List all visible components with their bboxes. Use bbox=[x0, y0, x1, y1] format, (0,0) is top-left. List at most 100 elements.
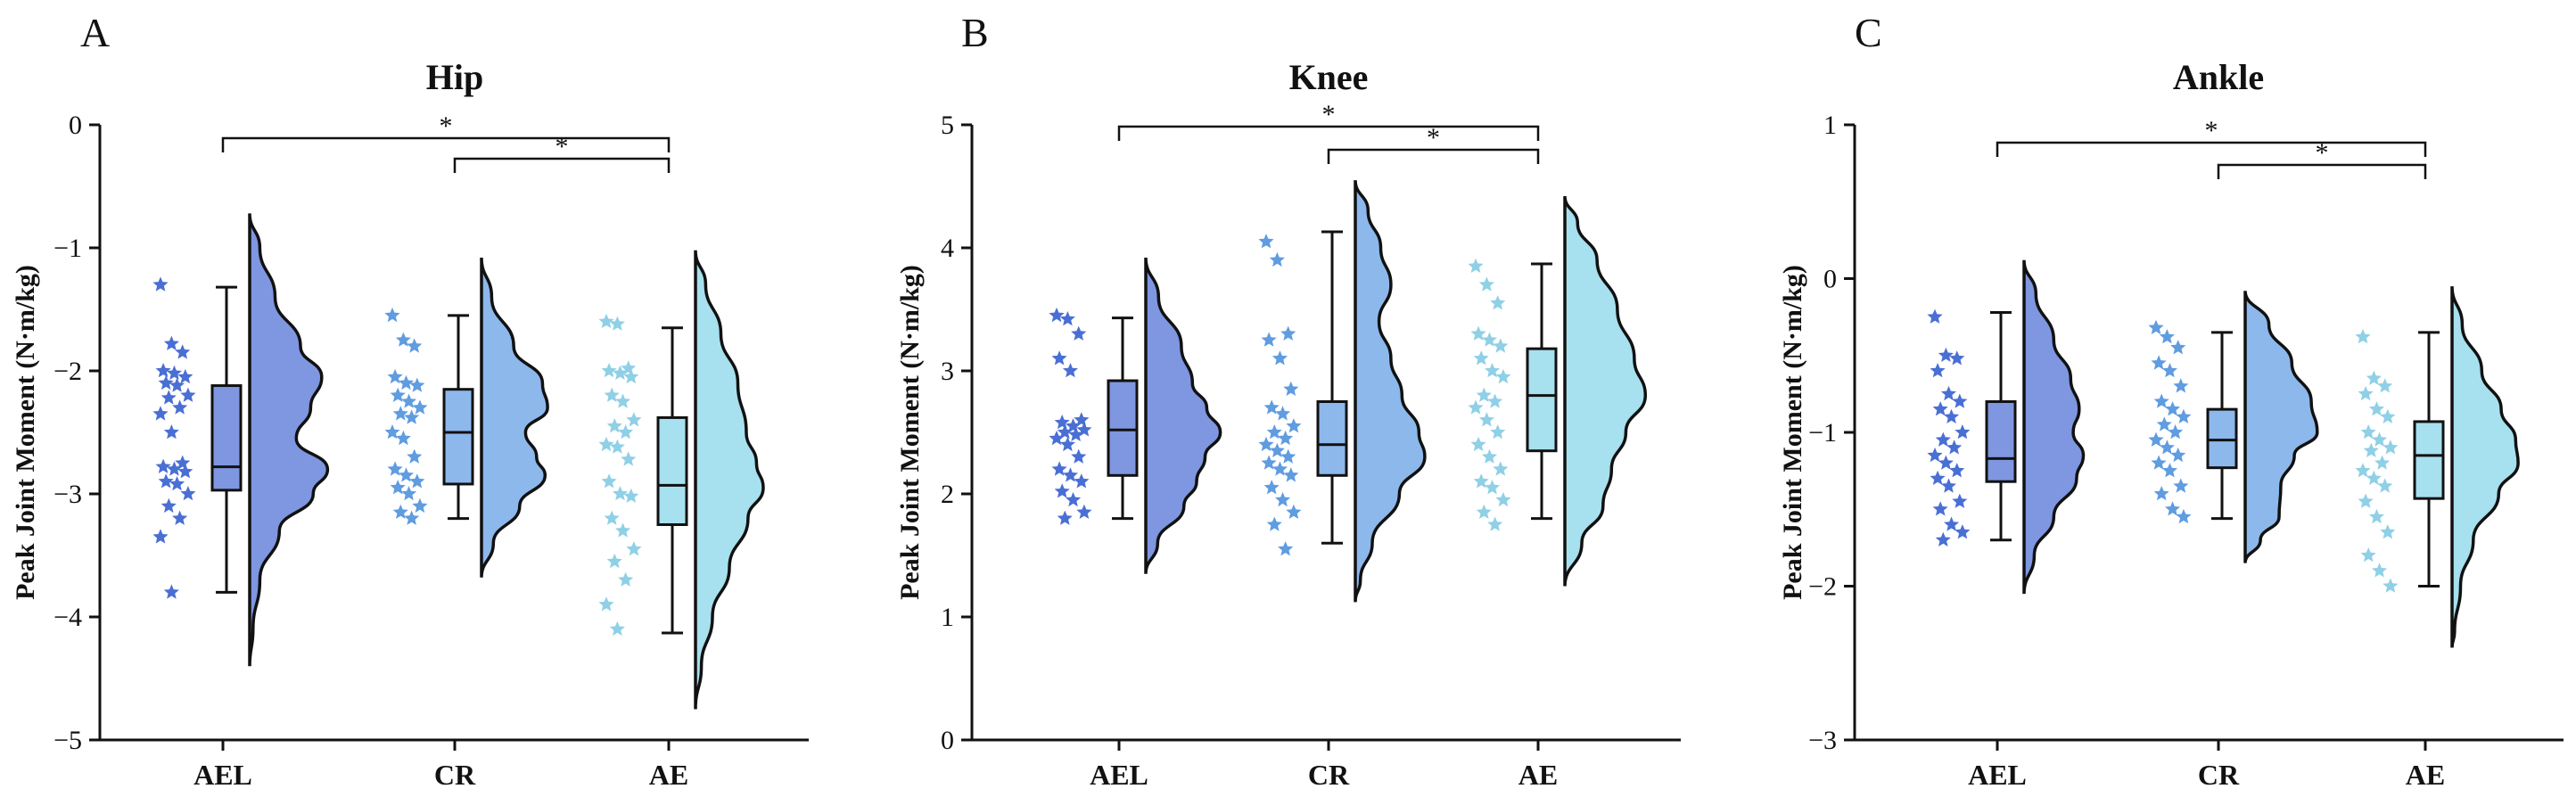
box bbox=[656, 415, 688, 526]
data-point-star bbox=[409, 473, 425, 489]
violin bbox=[2450, 286, 2520, 648]
data-point-star bbox=[1062, 363, 1078, 378]
data-point-star bbox=[1944, 408, 1960, 423]
data-point-star bbox=[2156, 416, 2172, 431]
significance-bracket: * bbox=[1117, 100, 1540, 141]
data-point-star bbox=[2161, 363, 2177, 378]
data-point-star bbox=[2176, 508, 2192, 524]
data-point-star bbox=[1263, 399, 1280, 415]
box bbox=[1526, 347, 1558, 453]
data-point-star bbox=[2153, 486, 2169, 501]
group-ae bbox=[2355, 286, 2520, 648]
y-tick-label: 0 bbox=[941, 726, 954, 755]
significance-bracket: * bbox=[221, 111, 671, 152]
data-point-star bbox=[152, 276, 169, 292]
y-tick-label: −5 bbox=[53, 726, 82, 755]
data-point-star bbox=[407, 448, 423, 464]
data-point-star bbox=[158, 374, 174, 390]
data-point-star bbox=[1049, 430, 1065, 446]
data-point-star bbox=[2173, 478, 2189, 493]
data-point-star bbox=[2358, 493, 2374, 508]
data-point-star bbox=[2383, 578, 2399, 593]
data-point-star bbox=[160, 390, 177, 405]
data-point-star bbox=[1272, 461, 1288, 476]
data-point-star bbox=[395, 332, 411, 347]
bracket-line bbox=[221, 136, 671, 152]
violin bbox=[480, 257, 549, 578]
data-point-star bbox=[1261, 332, 1277, 347]
data-point-star bbox=[152, 406, 169, 421]
data-point-star bbox=[1940, 478, 1956, 493]
bracket-line bbox=[2217, 163, 2427, 179]
data-point-star bbox=[1490, 424, 1506, 440]
data-point-star bbox=[1495, 491, 1511, 507]
box bbox=[442, 388, 474, 486]
data-point-star bbox=[1473, 350, 1489, 366]
data-point-star bbox=[2372, 431, 2388, 447]
data-point-star bbox=[601, 363, 617, 378]
box bbox=[2206, 407, 2238, 470]
data-point-star bbox=[609, 439, 625, 454]
data-point-star bbox=[609, 620, 625, 637]
data-point-star bbox=[163, 424, 179, 440]
data-point-star bbox=[1054, 415, 1070, 430]
data-point-star bbox=[1261, 455, 1277, 470]
data-point-star bbox=[1266, 424, 1282, 440]
data-point-star bbox=[1258, 234, 1274, 249]
y-tick-label: 3 bbox=[941, 357, 954, 386]
data-point-star bbox=[2148, 431, 2164, 447]
data-point-star bbox=[1476, 504, 1492, 519]
data-point-star bbox=[1051, 350, 1067, 366]
x-tick-label: AEL bbox=[193, 759, 252, 791]
data-point-star bbox=[2366, 370, 2382, 385]
x-tick-label: AE bbox=[649, 759, 688, 791]
data-point-star bbox=[1487, 516, 1503, 531]
data-point-star bbox=[1955, 424, 1971, 440]
significance-bracket: * bbox=[2217, 138, 2427, 179]
data-point-star bbox=[604, 387, 620, 402]
data-point-star bbox=[615, 393, 631, 408]
data-point-star bbox=[2380, 524, 2396, 539]
x-tick-label: AEL bbox=[1968, 759, 2027, 791]
data-point-star bbox=[626, 412, 642, 427]
data-point-star bbox=[1054, 483, 1070, 498]
data-point-star bbox=[163, 584, 179, 599]
y-tick-label: −3 bbox=[53, 480, 82, 509]
data-point-star bbox=[2355, 463, 2371, 478]
data-point-star bbox=[1478, 412, 1494, 427]
data-point-star bbox=[2377, 478, 2393, 493]
significance-marker: * bbox=[440, 111, 453, 141]
data-point-star bbox=[601, 473, 617, 489]
data-point-star bbox=[2355, 329, 2371, 344]
significance-bracket: * bbox=[1996, 116, 2427, 157]
data-point-star bbox=[623, 488, 639, 503]
data-point-star bbox=[409, 377, 425, 392]
group-ael bbox=[152, 213, 330, 667]
data-point-star bbox=[2374, 455, 2391, 470]
y-axis-label: Peak Joint Moment (N·m/kg) bbox=[11, 265, 40, 600]
data-point-star bbox=[2159, 440, 2175, 455]
data-point-star bbox=[604, 510, 620, 525]
box bbox=[1107, 379, 1139, 477]
data-point-star bbox=[1930, 470, 1946, 485]
data-point-star bbox=[1927, 447, 1943, 463]
data-point-star bbox=[1927, 308, 1943, 324]
data-point-star bbox=[401, 486, 417, 501]
data-point-star bbox=[2165, 401, 2181, 416]
data-point-star bbox=[1272, 350, 1288, 366]
data-point-star bbox=[1074, 412, 1090, 427]
panel-title: Knee bbox=[1289, 57, 1369, 97]
data-point-star bbox=[172, 399, 188, 415]
y-tick-label: 4 bbox=[941, 234, 954, 263]
data-point-star bbox=[1280, 448, 1296, 464]
data-point-star bbox=[1938, 455, 1954, 470]
y-axis-label: Peak Joint Moment (N·m/kg) bbox=[1778, 265, 1807, 600]
data-point-star bbox=[387, 368, 403, 384]
data-point-star bbox=[166, 365, 182, 380]
data-point-star bbox=[2372, 563, 2388, 578]
significance-marker: * bbox=[556, 132, 569, 161]
data-point-star bbox=[2380, 408, 2396, 423]
data-point-star bbox=[1935, 531, 1951, 546]
x-tick-label: CR bbox=[1308, 759, 1350, 791]
